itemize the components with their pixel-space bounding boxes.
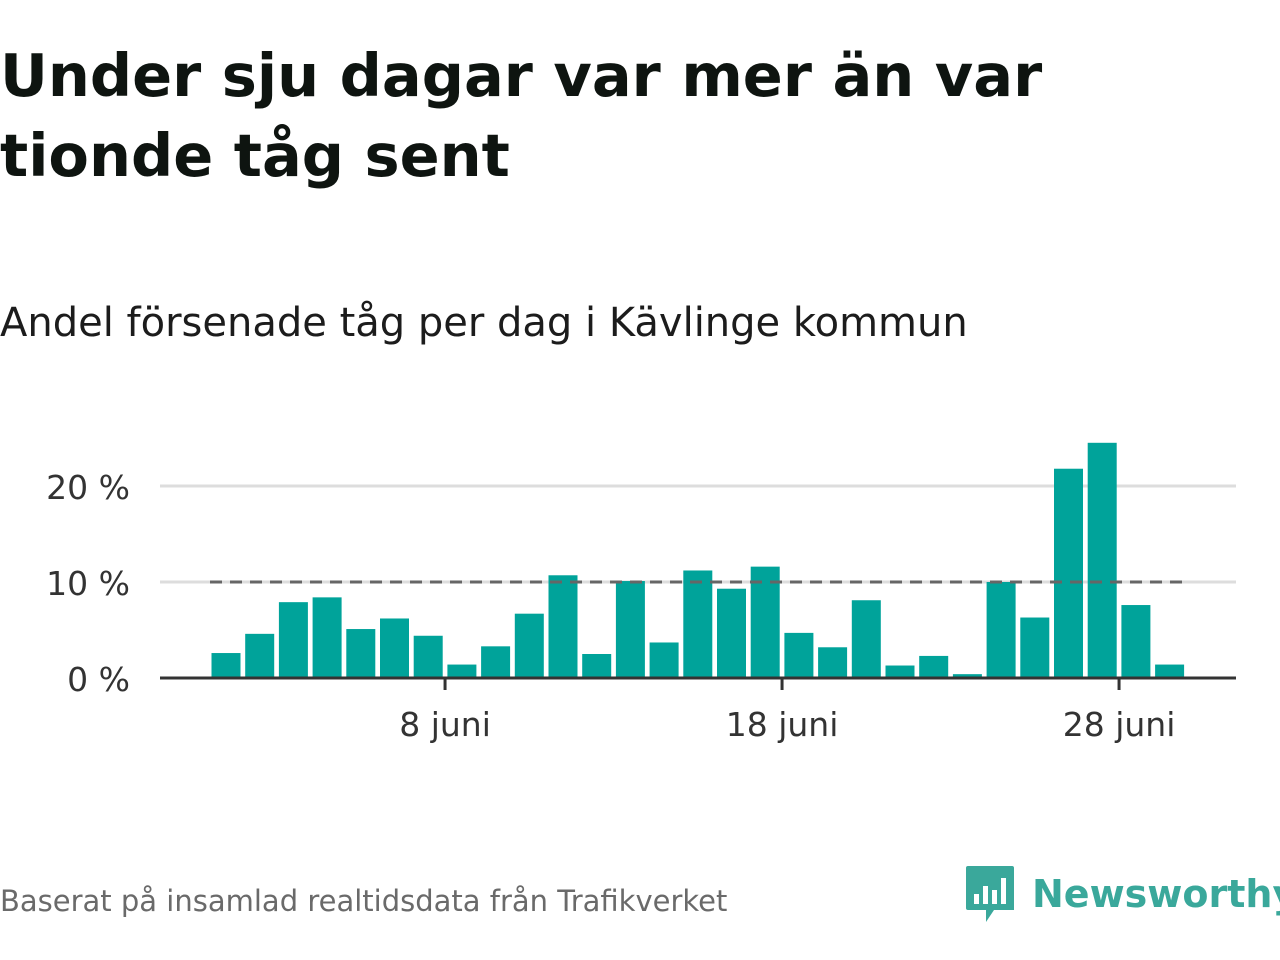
y-tick-label: 0 % xyxy=(67,660,130,699)
x-tick-label: 8 juni xyxy=(399,705,491,744)
bar xyxy=(615,581,645,678)
bar xyxy=(481,646,511,678)
bar xyxy=(1155,664,1185,678)
bar xyxy=(885,665,915,678)
bar xyxy=(245,633,275,678)
y-tick-label: 10 % xyxy=(46,564,130,603)
bar xyxy=(312,597,342,678)
bar xyxy=(1020,617,1050,678)
tick-labels: 0 % 10 % 20 % 8 juni 18 juni 28 juni xyxy=(46,468,1175,744)
bar xyxy=(514,613,544,678)
bar-chart: 0 % 10 % 20 % 8 juni 18 juni 28 juni xyxy=(46,442,1236,744)
bar xyxy=(717,588,746,678)
bar xyxy=(1054,468,1083,678)
bar xyxy=(784,632,814,678)
brand-logo: Newsworthy xyxy=(964,864,1280,924)
x-tick-label: 28 juni xyxy=(1063,705,1176,744)
bar xyxy=(346,629,376,678)
bar xyxy=(919,655,949,678)
bar xyxy=(683,570,713,678)
bar xyxy=(851,600,881,678)
bar xyxy=(818,647,848,678)
chart-subtitle: Andel försenade tåg per dag i Kävlinge k… xyxy=(0,300,968,346)
bar xyxy=(986,582,1016,678)
bar xyxy=(447,664,477,678)
newsworthy-logo-icon xyxy=(966,866,1014,922)
bars xyxy=(211,442,1185,678)
bar xyxy=(380,618,409,678)
bar xyxy=(278,602,308,678)
bar xyxy=(548,575,578,678)
bar xyxy=(750,566,780,678)
bar xyxy=(952,674,982,678)
bar xyxy=(582,654,612,678)
bar xyxy=(413,635,443,678)
axes xyxy=(160,676,1236,690)
bar xyxy=(1121,605,1151,678)
bar xyxy=(1087,442,1117,678)
bar xyxy=(211,653,241,678)
source-note: Baserat på insamlad realtidsdata från Tr… xyxy=(0,884,728,918)
x-tick-label: 18 juni xyxy=(726,705,839,744)
bar xyxy=(649,642,679,678)
chart-title: Under sju dagar var mer än var tionde tå… xyxy=(0,41,1043,190)
brand-name: Newsworthy xyxy=(1032,872,1280,916)
y-tick-label: 20 % xyxy=(46,468,130,507)
